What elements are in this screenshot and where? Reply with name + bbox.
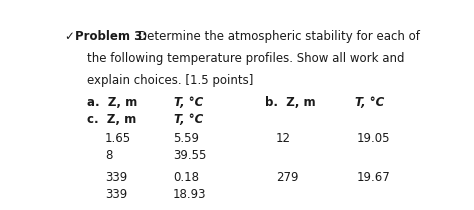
Text: T, °C: T, °C bbox=[355, 96, 384, 109]
Text: 1.65: 1.65 bbox=[105, 132, 131, 145]
Text: 19.67: 19.67 bbox=[357, 171, 391, 184]
Text: 19.05: 19.05 bbox=[357, 132, 390, 145]
Text: T, °C: T, °C bbox=[174, 96, 203, 109]
Text: Determine the atmospheric stability for each of: Determine the atmospheric stability for … bbox=[138, 30, 420, 43]
Text: 279: 279 bbox=[276, 171, 299, 184]
Text: 18.93: 18.93 bbox=[173, 188, 207, 201]
Text: a.  Z, m: a. Z, m bbox=[87, 96, 137, 109]
Text: Problem 3:: Problem 3: bbox=[75, 30, 147, 43]
Text: the following temperature profiles. Show all work and: the following temperature profiles. Show… bbox=[87, 52, 404, 65]
Text: 339: 339 bbox=[105, 188, 128, 201]
Text: c.  Z, m: c. Z, m bbox=[87, 113, 136, 126]
Text: 0.18: 0.18 bbox=[173, 171, 199, 184]
Text: 5.59: 5.59 bbox=[173, 132, 199, 145]
Text: 339: 339 bbox=[105, 171, 128, 184]
Text: 12: 12 bbox=[276, 132, 291, 145]
Text: 8: 8 bbox=[105, 149, 112, 162]
Text: explain choices. [1.5 points]: explain choices. [1.5 points] bbox=[87, 74, 253, 87]
Text: 39.55: 39.55 bbox=[173, 149, 207, 162]
Text: ✓: ✓ bbox=[64, 30, 74, 43]
Text: T, °C: T, °C bbox=[174, 113, 203, 126]
Text: b.  Z, m: b. Z, m bbox=[265, 96, 316, 109]
